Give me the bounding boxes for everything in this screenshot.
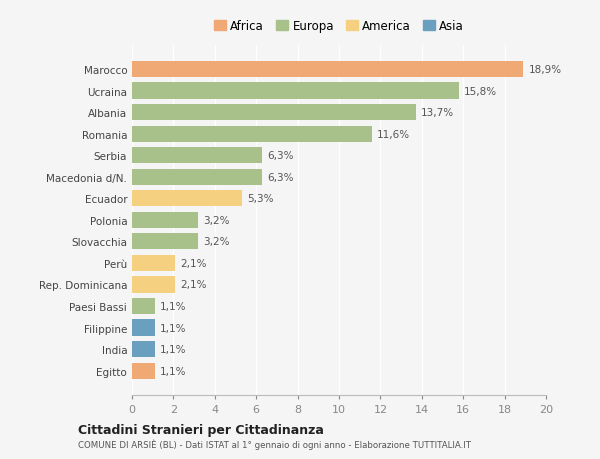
Text: 15,8%: 15,8% — [464, 86, 497, 96]
Bar — [132, 341, 155, 358]
Bar — [132, 105, 416, 121]
Legend: Africa, Europa, America, Asia: Africa, Europa, America, Asia — [211, 17, 467, 37]
Bar — [132, 234, 198, 250]
Text: 2,1%: 2,1% — [181, 280, 207, 290]
Bar — [132, 169, 262, 185]
Text: 2,1%: 2,1% — [181, 258, 207, 269]
Bar — [132, 83, 459, 100]
Bar — [132, 298, 155, 314]
Bar — [132, 277, 175, 293]
Bar — [132, 191, 242, 207]
Text: 3,2%: 3,2% — [203, 237, 230, 247]
Text: 1,1%: 1,1% — [160, 366, 187, 376]
Bar — [132, 363, 155, 379]
Text: 3,2%: 3,2% — [203, 215, 230, 225]
Text: 6,3%: 6,3% — [268, 172, 294, 182]
Text: 1,1%: 1,1% — [160, 344, 187, 354]
Text: COMUNE DI ARSIÈ (BL) - Dati ISTAT al 1° gennaio di ogni anno - Elaborazione TUTT: COMUNE DI ARSIÈ (BL) - Dati ISTAT al 1° … — [78, 439, 471, 449]
Text: 5,3%: 5,3% — [247, 194, 274, 204]
Text: 6,3%: 6,3% — [268, 151, 294, 161]
Bar — [132, 62, 523, 78]
Text: 11,6%: 11,6% — [377, 129, 410, 140]
Bar — [132, 148, 262, 164]
Bar — [132, 320, 155, 336]
Text: Cittadini Stranieri per Cittadinanza: Cittadini Stranieri per Cittadinanza — [78, 423, 324, 436]
Text: 1,1%: 1,1% — [160, 301, 187, 311]
Bar — [132, 126, 372, 142]
Bar — [132, 212, 198, 229]
Text: 1,1%: 1,1% — [160, 323, 187, 333]
Text: 13,7%: 13,7% — [421, 108, 454, 118]
Bar — [132, 255, 175, 271]
Text: 18,9%: 18,9% — [529, 65, 562, 75]
